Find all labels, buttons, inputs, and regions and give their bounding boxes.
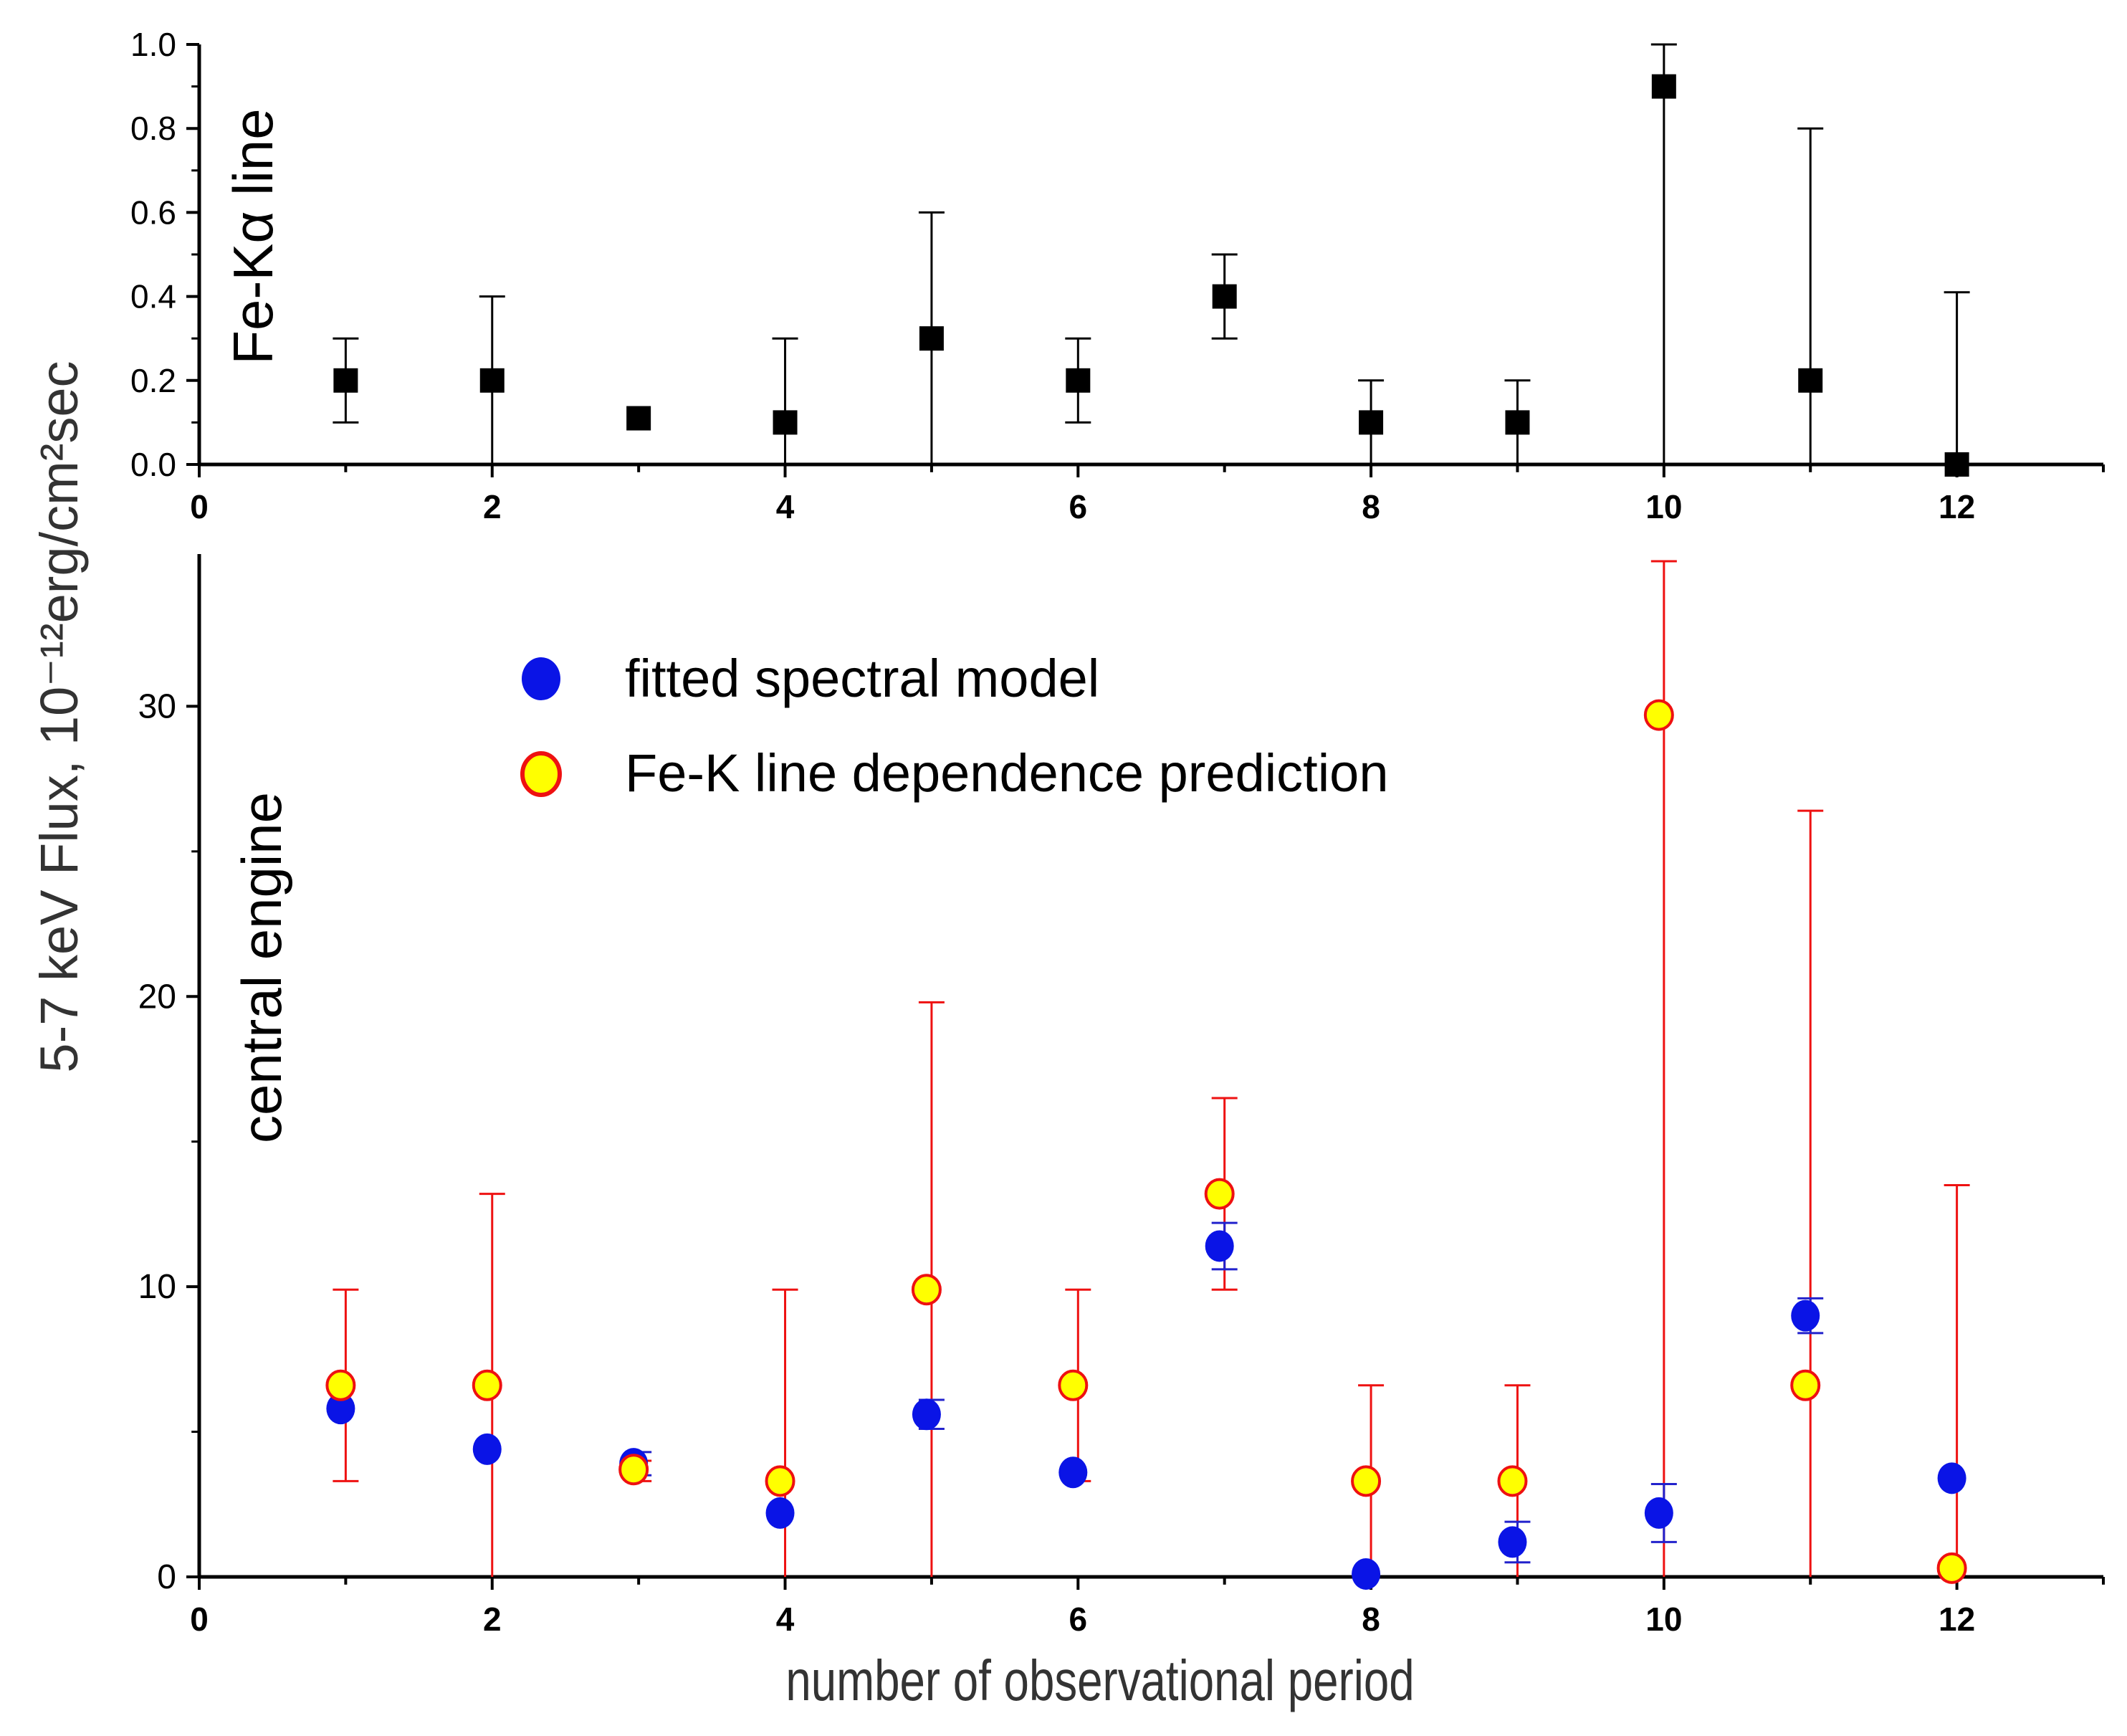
fe-k-prediction-point [765,1465,795,1497]
top-panel-fe-k-alpha: Fe-Kα line 0 2 4 6 8 10 12 0.0 0.2 0.4 0.6 0.8 1.0 [130,26,2105,525]
legend-marker-fe-k-prediction [520,751,562,797]
top-y-tick-label: 0.0 [130,446,176,483]
bottom-x-tick-label: 12 [1939,1601,1975,1638]
legend: fitted spectral model Fe-K line dependen… [520,649,1388,803]
top-x-tick-label: 2 [483,488,502,525]
bottom-x-tick-label: 8 [1362,1601,1380,1638]
bottom-y-tick-label: 30 [138,687,176,725]
fitted-spectral-model-point [472,1433,502,1465]
legend-label-fitted-spectral-model: fitted spectral model [625,649,1099,708]
bottom-x-tick-label: 2 [483,1601,502,1638]
fitted-spectral-model-point [1058,1456,1088,1489]
top-x-tick-label: 12 [1939,488,1975,525]
top-y-tick-label: 0.4 [130,278,176,315]
bottom-panel-central-engine: central engine 0 2 4 6 8 10 12 0 10 20 30 fitted s… [138,554,2105,1713]
legend-label-fe-k-prediction: Fe-K line dependence prediction [625,743,1388,803]
bottom-panel-ticks: 0 2 4 6 8 10 12 0 10 20 30 [138,687,2105,1638]
top-x-tick-label: 6 [1069,488,1088,525]
fitted-spectral-model-point [326,1393,355,1425]
bottom-x-tick-label: 10 [1645,1601,1682,1638]
bottom-y-tick-label: 0 [157,1558,176,1596]
bottom-panel-label: central engine [230,792,293,1143]
bottom-x-tick-label: 6 [1069,1601,1088,1638]
top-panel-markers [333,74,1969,477]
top-panel-ticks: 0 2 4 6 8 10 12 0.0 0.2 0.4 0.6 0.8 1.0 [130,26,2105,525]
legend-marker-fitted-spectral-model [522,657,560,700]
fe-k-prediction-point [911,1274,942,1306]
fe-k-prediction-point [1058,1369,1089,1401]
top-panel-axes [197,44,2103,467]
fe-k-prediction-point [1497,1465,1528,1497]
bottom-x-tick-label: 0 [190,1601,209,1638]
fitted-spectral-model-point [765,1497,795,1529]
fitted-spectral-model-point [1644,1497,1673,1529]
fe-k-prediction-point [472,1369,502,1401]
fe-k-alpha-point [333,368,358,393]
fe-k-alpha-point [1798,368,1823,393]
top-x-tick-label: 10 [1645,488,1682,525]
fe-k-prediction-point [618,1454,649,1486]
fitted-spectral-model-point [1791,1299,1820,1332]
top-y-tick-label: 0.8 [130,110,176,147]
top-y-tick-label: 0.2 [130,362,176,399]
top-y-tick-label: 0.6 [130,194,176,231]
y-axis-title: 5-7 keV Flux, 10⁻¹²erg/cm²sec [29,361,89,1072]
fe-k-prediction-point [1790,1369,1821,1401]
bottom-y-tick-label: 20 [138,978,176,1016]
fitted-spectral-model-point [1498,1526,1527,1558]
fe-k-alpha-point [626,406,651,431]
fe-k-alpha-point [1505,410,1530,435]
fe-k-prediction-point [1204,1178,1235,1210]
bottom-y-tick-label: 10 [138,1268,176,1306]
fitted-spectral-model-point [912,1398,941,1431]
fe-k-prediction-point [1643,699,1674,731]
fitted-spectral-model-point [1937,1462,1966,1494]
fe-k-alpha-point [773,410,798,435]
top-x-tick-label: 0 [190,488,209,525]
x-axis-title: number of observational period [785,1649,1414,1713]
fe-k-alpha-point [1212,284,1237,309]
fitted-spectral-model-point [1205,1230,1234,1262]
top-y-tick-label: 1.0 [130,26,176,63]
fe-k-alpha-point [1651,74,1676,99]
fe-k-prediction-point [1936,1552,1967,1584]
top-panel-errorbars [333,43,1970,464]
bottom-panel-errorbars [333,560,1970,1577]
top-panel-label: Fe-Kα line [221,108,285,364]
fe-k-alpha-point [1359,410,1384,435]
fe-k-prediction-point [1351,1465,1382,1497]
top-x-tick-label: 8 [1362,488,1380,525]
bottom-panel-markers [325,699,1967,1590]
bottom-x-tick-label: 4 [776,1601,795,1638]
bottom-panel-axes [197,554,2103,1579]
fe-k-alpha-point [479,368,505,393]
fe-k-prediction-point [325,1369,356,1401]
fe-k-alpha-point [1066,368,1091,393]
fe-k-alpha-point [1944,452,1969,477]
fe-k-alpha-point [919,326,944,351]
top-x-tick-label: 4 [776,488,795,525]
fitted-spectral-model-point [1352,1558,1381,1590]
